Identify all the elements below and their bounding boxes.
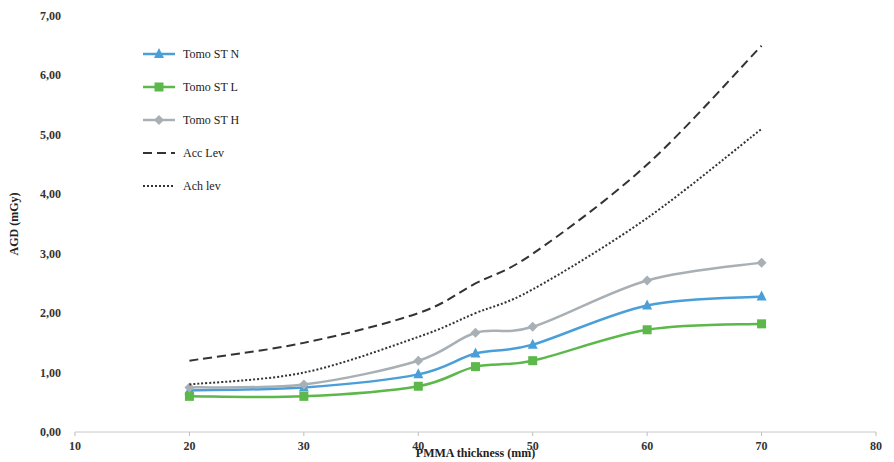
y-tick-label: 6,00 <box>40 68 61 82</box>
x-tick-label: 20 <box>183 439 195 453</box>
point <box>475 313 476 314</box>
series-line <box>189 129 761 385</box>
x-tick <box>532 432 533 436</box>
point <box>471 348 481 358</box>
x-tick <box>75 432 76 436</box>
point <box>303 372 304 373</box>
point <box>647 164 648 165</box>
point <box>414 382 423 391</box>
point <box>757 258 767 268</box>
x-tick <box>418 432 419 436</box>
point <box>189 360 190 361</box>
point <box>761 45 762 46</box>
legend-label: Acc Lev <box>183 146 224 160</box>
legend-label: Ach lev <box>183 179 221 193</box>
series <box>184 291 766 395</box>
series <box>189 129 761 385</box>
x-tick <box>876 432 877 436</box>
point <box>642 275 652 285</box>
y-tick-label: 7,00 <box>40 9 61 23</box>
x-tick-label: 10 <box>69 439 81 453</box>
y-axis-label: AGD (mGy) <box>7 193 21 256</box>
plot-area <box>184 46 766 401</box>
point <box>532 253 533 254</box>
point <box>418 336 419 337</box>
point <box>471 328 481 338</box>
point <box>761 128 762 129</box>
point <box>303 342 304 343</box>
y-tick-label: 3,00 <box>40 247 61 261</box>
y-tick-label: 2,00 <box>40 306 61 320</box>
y-axis-line <box>75 16 76 432</box>
point <box>642 299 652 309</box>
legend-marker <box>154 115 164 125</box>
x-tick <box>761 432 762 436</box>
chart: 0,001,002,003,004,005,006,007,0010203040… <box>0 0 894 462</box>
point <box>757 291 767 301</box>
legend-swatch <box>143 185 175 187</box>
x-tick <box>189 432 190 436</box>
x-tick-label: 70 <box>756 439 768 453</box>
y-tick-label: 1,00 <box>40 366 61 380</box>
point <box>643 325 652 334</box>
legend-swatch <box>143 152 175 154</box>
x-tick-label: 60 <box>641 439 653 453</box>
point <box>471 362 480 371</box>
x-axis-line <box>75 432 876 433</box>
point <box>418 313 419 314</box>
y-tick-label: 0,00 <box>40 425 61 439</box>
point <box>299 392 308 401</box>
point <box>528 322 538 332</box>
x-tick <box>303 432 304 436</box>
point <box>475 283 476 284</box>
legend-label: Tomo ST L <box>183 80 238 94</box>
x-axis-label: PMMA thickness (mm) <box>416 446 535 460</box>
series-line <box>189 297 761 391</box>
point <box>532 289 533 290</box>
legend-marker <box>155 83 164 92</box>
y-tick-label: 4,00 <box>40 187 61 201</box>
point <box>528 339 538 349</box>
point <box>413 368 423 378</box>
legend: Tomo ST N Tomo ST L Tomo ST H Acc Lev Ach le… <box>143 47 240 193</box>
x-tick-label: 80 <box>870 439 882 453</box>
point <box>647 218 648 219</box>
y-tick-label: 5,00 <box>40 128 61 142</box>
series <box>185 319 766 401</box>
point <box>189 384 190 385</box>
series <box>184 258 766 393</box>
legend-label: Tomo ST N <box>183 47 240 61</box>
point <box>528 356 537 365</box>
x-tick <box>647 432 648 436</box>
series-line <box>189 263 761 388</box>
legend-marker <box>154 48 164 58</box>
point <box>185 392 194 401</box>
legend-label: Tomo ST H <box>183 113 240 127</box>
point <box>299 379 309 389</box>
x-tick-label: 30 <box>298 439 310 453</box>
point <box>757 319 766 328</box>
point <box>413 356 423 366</box>
